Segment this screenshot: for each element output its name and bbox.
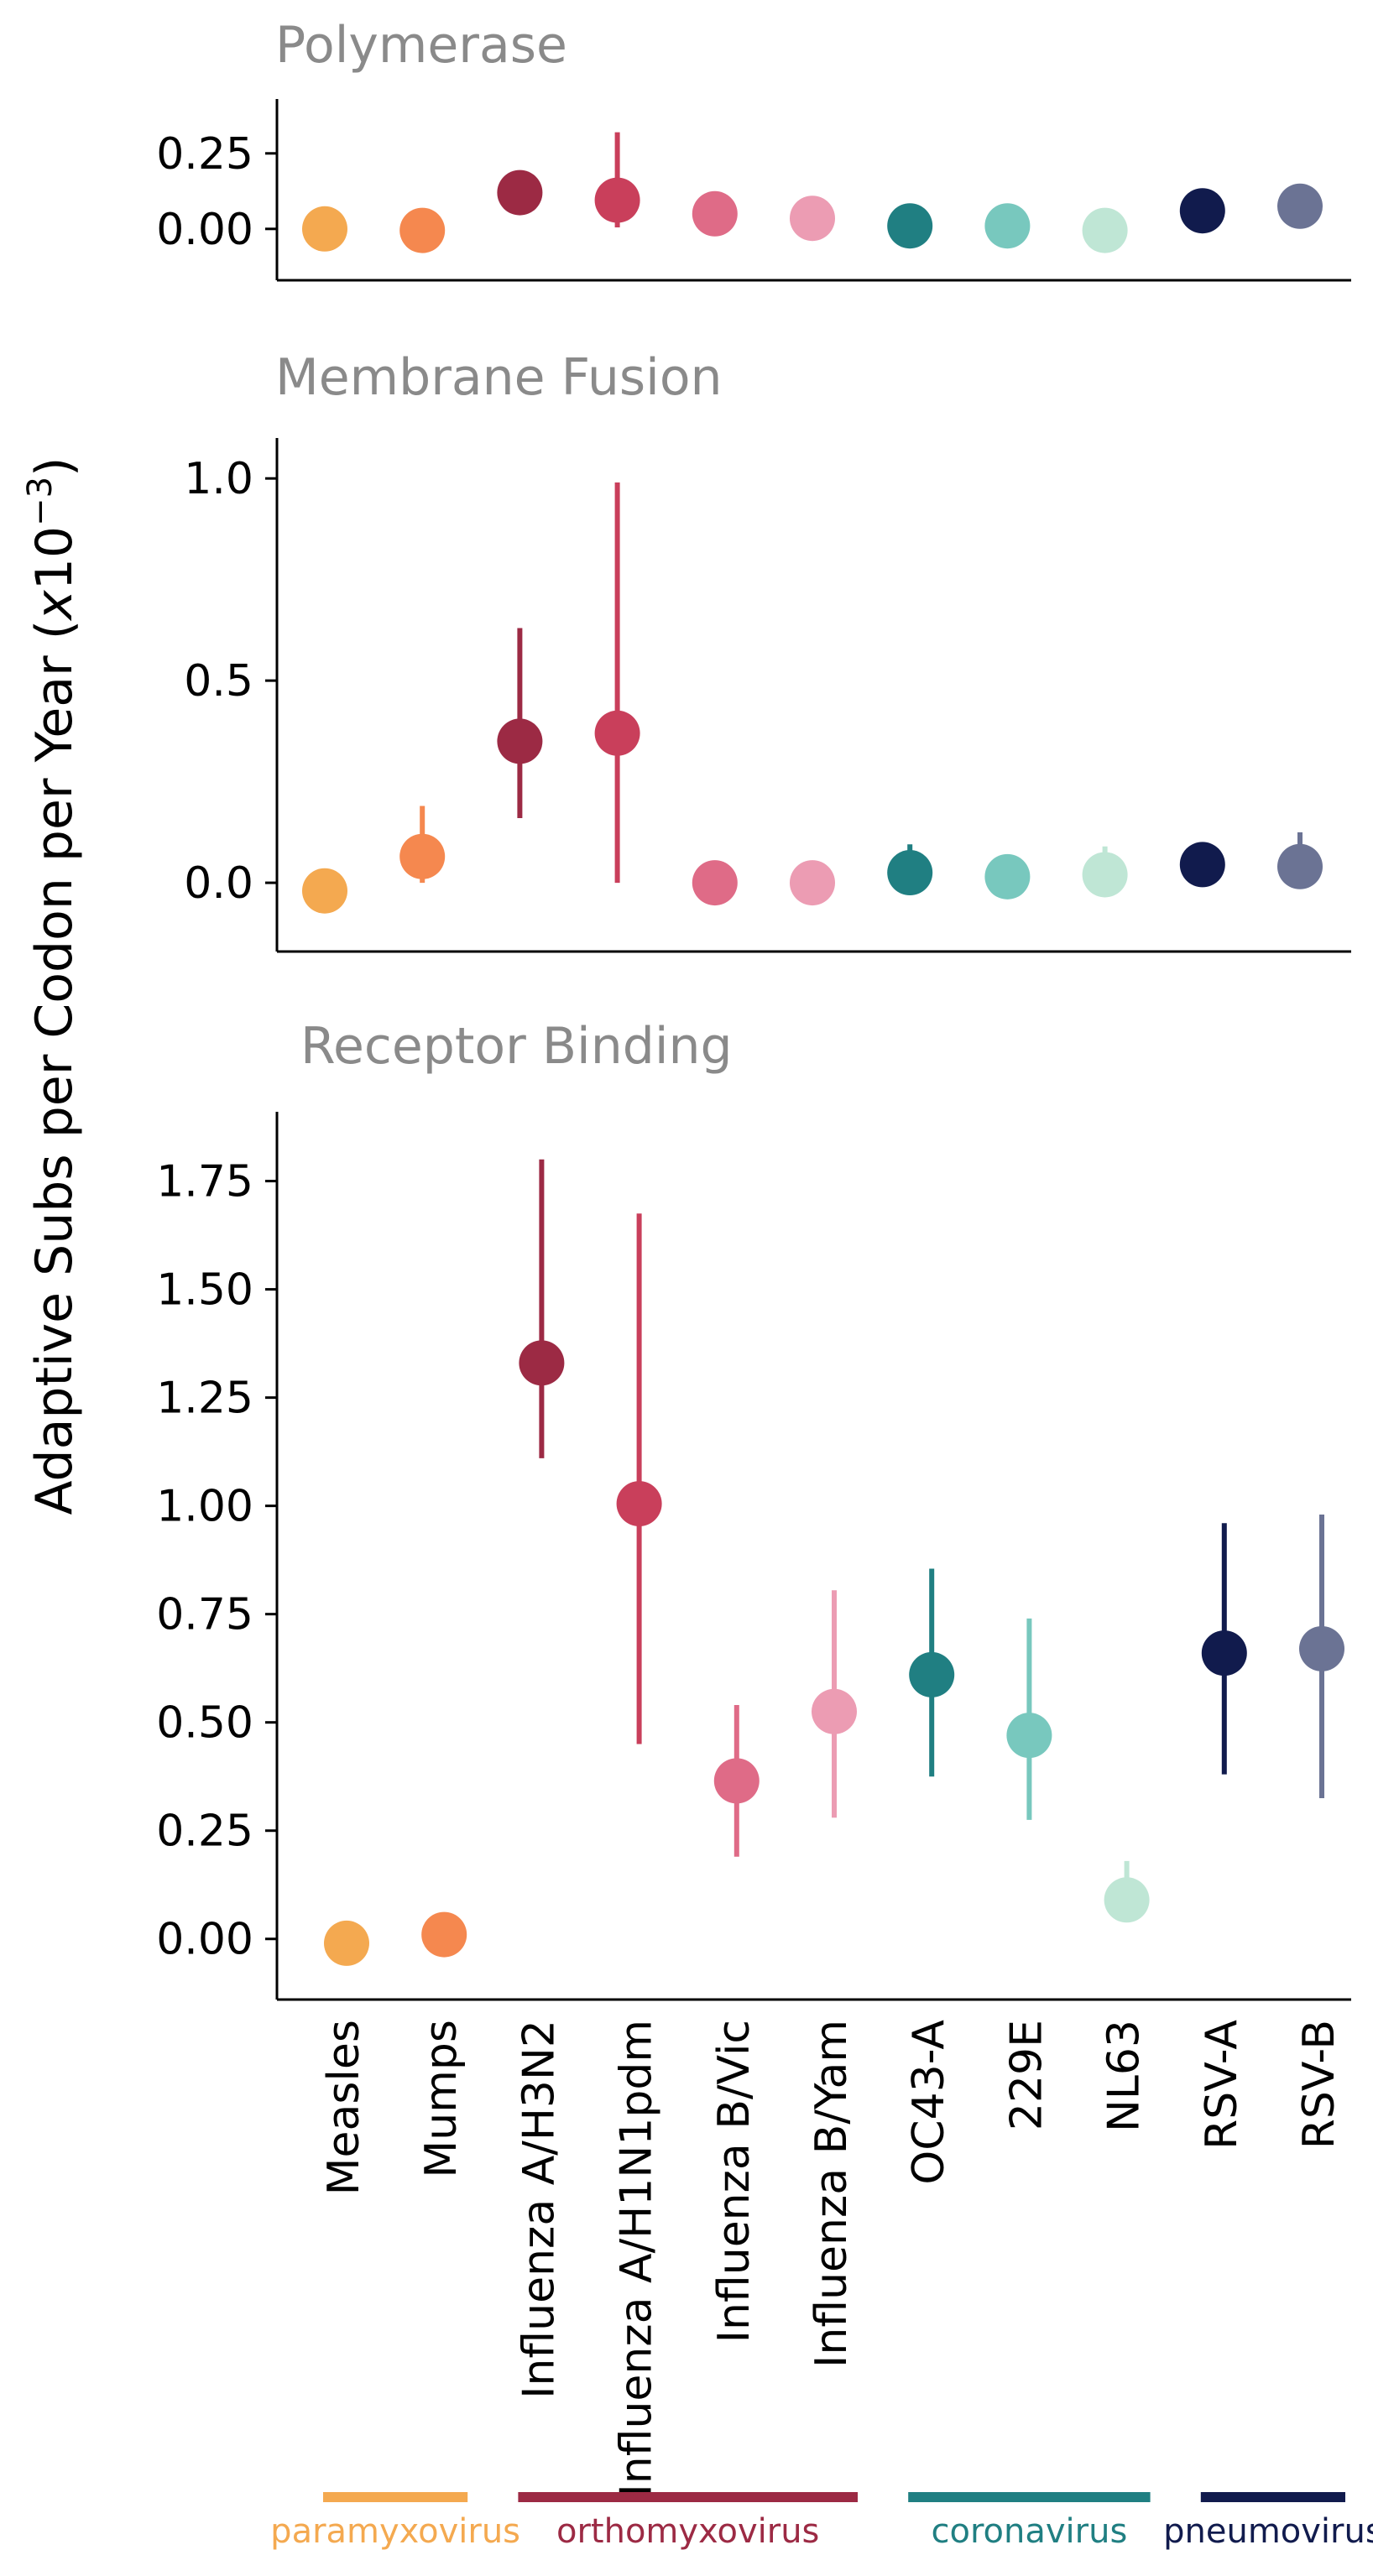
x-tick-label-measles: Measles xyxy=(319,2020,369,2195)
point-229e xyxy=(984,853,1031,900)
y-tick-label: 0.5 xyxy=(184,656,253,707)
x-tick-labels: Measles Mumps Influenza A/H3N2 Influenza A/… xyxy=(319,2020,1344,2497)
point-oc43-a xyxy=(887,203,933,249)
point-mumps xyxy=(399,833,446,879)
y-tick-label: 1.00 xyxy=(156,1482,253,1532)
point-rsv-b xyxy=(1277,183,1323,229)
y-axis-label-close: ) xyxy=(25,457,84,477)
x-tick-label-rsv-a: RSV-A xyxy=(1197,2020,1247,2150)
y-tick-label: 1.50 xyxy=(156,1265,253,1316)
panel-title: Membrane Fusion xyxy=(275,348,723,407)
family-label-paramyxovirus: paramyxovirus xyxy=(270,2512,520,2551)
family-bar-orthomyxovirus xyxy=(518,2492,858,2502)
x-tick-label-influenza-a-h3n2: Influenza A/H3N2 xyxy=(514,2020,564,2399)
point-rsv-a xyxy=(1179,842,1225,888)
y-tick-label: 0.00 xyxy=(156,1915,253,1965)
y-tick-label: 0.50 xyxy=(156,1698,253,1749)
family-label-coronavirus: coronavirus xyxy=(932,2512,1128,2551)
x-tick-label-influenza-b-yam: Influenza B/Yam xyxy=(807,2020,857,2368)
point-229e xyxy=(1006,1713,1052,1759)
panel-membrane-fusion: Membrane Fusion 0.0 0.5 1.0 xyxy=(184,348,1351,953)
point-measles xyxy=(302,206,347,252)
panels: Polymerase 0.00 0.25 Membrane Fusion 0.0 0.5 1… xyxy=(156,16,1351,2001)
point-influenza-b-yam xyxy=(790,860,835,906)
point-influenza-a-h3n2 xyxy=(497,718,543,764)
y-tick-label: 1.25 xyxy=(156,1374,253,1424)
family-bar-pneumovirus xyxy=(1200,2492,1345,2502)
point-mumps xyxy=(421,1911,467,1958)
y-tick-label: 1.75 xyxy=(156,1157,253,1207)
point-nl63 xyxy=(1082,852,1128,898)
panel-polymerase: Polymerase 0.00 0.25 xyxy=(156,16,1351,282)
point-influenza-b-vic xyxy=(692,190,738,237)
x-tick-label-rsv-b: RSV-B xyxy=(1294,2020,1344,2149)
point-rsv-b xyxy=(1299,1625,1344,1671)
y-axis-label-main: Adaptive Subs per Codon per Year ( xyxy=(25,620,84,1515)
family-bar-paramyxovirus xyxy=(323,2492,468,2502)
panel-title: Polymerase xyxy=(275,16,567,75)
y-axis-label-exponent: −3 xyxy=(21,477,60,526)
point-influenza-a-h3n2 xyxy=(497,169,543,216)
x-tick-label-influenza-a-h1n1pdm: Influenza A/H1N1pdm xyxy=(612,2020,662,2497)
x-tick-label-229e: 229E xyxy=(1001,2020,1052,2130)
point-rsv-b xyxy=(1277,843,1323,889)
y-tick-label: 0.25 xyxy=(156,1807,253,1857)
family-bar-coronavirus xyxy=(908,2492,1151,2502)
point-influenza-b-vic xyxy=(713,1758,760,1804)
panel-title: Receptor Binding xyxy=(300,1017,733,1076)
x-tick-label-mumps: Mumps xyxy=(416,2020,467,2178)
point-influenza-b-yam xyxy=(790,196,835,242)
point-influenza-b-vic xyxy=(692,860,738,906)
x-tick-label-influenza-b-vic: Influenza B/Vic xyxy=(709,2020,760,2343)
point-rsv-a xyxy=(1179,188,1225,234)
point-influenza-a-h3n2 xyxy=(519,1340,565,1386)
x-tick-label-nl63: NL63 xyxy=(1099,2020,1150,2132)
y-tick-label: 0.25 xyxy=(156,129,253,180)
point-influenza-a-h1n1pdm xyxy=(594,177,640,223)
point-nl63 xyxy=(1104,1877,1150,1923)
point-influenza-a-h1n1pdm xyxy=(616,1481,662,1527)
y-axis-label-base: 10 xyxy=(25,526,84,590)
point-229e xyxy=(984,203,1031,249)
point-influenza-a-h1n1pdm xyxy=(594,710,640,756)
virus-family-legend: paramyxovirus orthomyxovirus coronavirus pn… xyxy=(270,2492,1373,2551)
point-measles xyxy=(324,1920,369,1966)
family-label-pneumovirus: pneumovirus xyxy=(1163,2512,1373,2551)
y-axis-label-x: x xyxy=(25,590,84,622)
y-tick-label: 1.0 xyxy=(184,454,253,504)
y-tick-label: 0.00 xyxy=(156,205,253,255)
family-label-orthomyxovirus: orthomyxovirus xyxy=(556,2512,819,2551)
point-rsv-a xyxy=(1201,1630,1247,1676)
y-tick-label: 0.0 xyxy=(184,858,253,909)
panel-receptor-binding: Receptor Binding 0.00 0.25 0.50 0.75 1.00 1.25… xyxy=(156,1017,1351,2001)
point-oc43-a xyxy=(909,1651,955,1697)
point-nl63 xyxy=(1082,207,1128,253)
point-mumps xyxy=(399,207,446,253)
point-measles xyxy=(302,868,347,914)
y-tick-label: 0.75 xyxy=(156,1590,253,1640)
y-axis-label: Adaptive Subs per Codon per Year (x10−3) xyxy=(21,457,84,1515)
point-influenza-b-yam xyxy=(812,1688,857,1734)
x-tick-label-oc43-a: OC43-A xyxy=(904,2020,954,2185)
point-oc43-a xyxy=(887,850,933,896)
